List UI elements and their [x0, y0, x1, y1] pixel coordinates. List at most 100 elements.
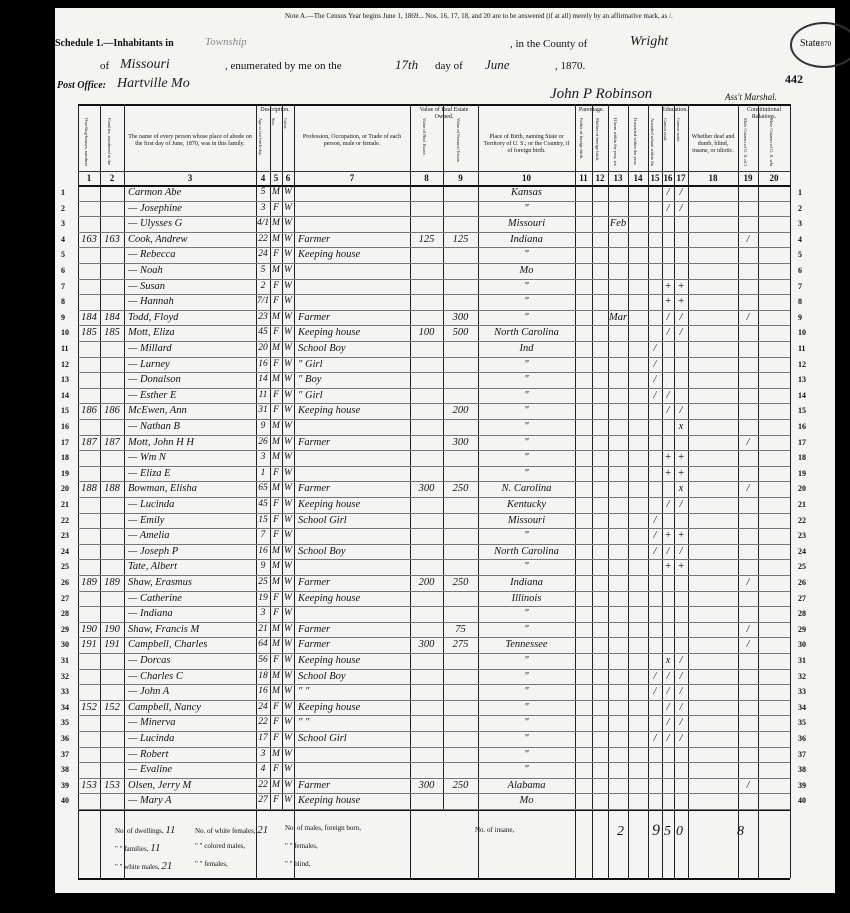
sex: M [272, 311, 280, 322]
row-number-right: 13 [798, 375, 806, 385]
row-number-right: 20 [798, 484, 806, 494]
color: W [284, 670, 292, 681]
person-name: — Mary A [128, 795, 172, 807]
column-divider [294, 104, 295, 878]
row-rule [78, 731, 790, 732]
attended-school: / [653, 530, 657, 542]
sex: M [272, 545, 280, 556]
row-number-right: 38 [798, 765, 806, 775]
header-rule [78, 171, 790, 172]
column-header-label: Mother of foreign birth. [595, 118, 600, 161]
column-divider [282, 104, 283, 809]
age: 17 [258, 733, 268, 743]
column-number: 5 [273, 173, 279, 183]
color: W [284, 265, 292, 275]
row-number: 3 [61, 219, 65, 229]
color: W [284, 717, 292, 728]
birthplace: Mo [519, 795, 534, 807]
post-office-label: Post Office: [57, 80, 106, 91]
cannot-read: + [664, 296, 672, 308]
row-number-right: 18 [798, 453, 806, 463]
column-number: 11 [579, 173, 588, 183]
attended-school: / [653, 389, 657, 401]
sex: F [273, 499, 279, 509]
post-office-field: Hartville Mo [117, 76, 190, 91]
column-divider [662, 104, 663, 878]
marshal-label: Ass't Marshal. [725, 92, 777, 102]
color: W [284, 561, 292, 572]
column-divider [688, 104, 689, 878]
sex: F [273, 202, 279, 213]
person-name: — John A [128, 686, 170, 698]
color: W [284, 748, 292, 759]
row-number-right: 26 [798, 578, 806, 587]
cannot-write: / [679, 686, 683, 698]
age: 7 [260, 530, 266, 541]
row-number: 2 [61, 203, 65, 213]
column-divider [478, 104, 479, 878]
birthplace: " [524, 280, 529, 292]
occupation: Keeping house [298, 701, 361, 713]
male-citizen: / [746, 436, 750, 448]
cannot-read: / [666, 389, 670, 401]
row-number-right: 25 [798, 562, 806, 572]
color: W [284, 452, 292, 463]
column-header-label: Cannot write. [676, 118, 681, 143]
colored-females-label: " " females, [195, 860, 228, 868]
cannot-read: / [666, 187, 670, 198]
sex: F [273, 389, 279, 400]
cannot-read: / [666, 717, 670, 729]
column-divider [628, 104, 629, 878]
footer-bottom-rule [78, 878, 790, 880]
row-number: 10 [61, 328, 69, 338]
personal-estate-value: 300 [452, 311, 469, 323]
cannot-write: / [679, 655, 683, 666]
row-rule [78, 200, 790, 202]
row-number: 27 [61, 593, 69, 603]
sex: F [273, 733, 279, 743]
occupation: " " [298, 686, 310, 698]
age: 25 [258, 577, 268, 587]
census-page: Note A.—The Census Year begins June 1, 1… [55, 8, 850, 893]
foreign-males-label: No. of males, foreign born, [285, 824, 362, 832]
column-divider [100, 104, 101, 878]
dwelling-number: 152 [81, 701, 97, 713]
sex: M [272, 421, 280, 431]
person-name: — Ulysses G [128, 218, 183, 230]
row-rule [78, 684, 790, 686]
cannot-write: / [679, 311, 683, 323]
page-number: 442 [785, 72, 803, 86]
table-top-rule [78, 104, 790, 106]
personal-estate-value: 125 [452, 233, 469, 245]
person-name: — Josephine [128, 202, 182, 214]
sex: F [273, 514, 279, 525]
age: 56 [258, 655, 268, 665]
total-col17: 0 [676, 824, 683, 839]
color: W [284, 327, 292, 338]
person-name: — Noah [128, 265, 163, 276]
cannot-write: / [679, 733, 683, 744]
row-rule [78, 403, 790, 405]
township-field: Township [205, 36, 247, 48]
sex: M [272, 265, 280, 275]
column-divider [575, 104, 576, 878]
row-rule [78, 294, 790, 296]
sex: M [272, 577, 280, 587]
dwelling-number: 186 [81, 405, 97, 417]
row-rule [78, 621, 790, 623]
color: W [284, 421, 292, 431]
total-col14: 2 [617, 824, 624, 839]
of-label: of [100, 60, 110, 72]
row-number-right: 9 [798, 312, 802, 322]
male-citizen: / [746, 311, 750, 323]
male-citizen: / [746, 623, 750, 635]
row-rule [78, 247, 790, 249]
row-number-right: 1 [798, 188, 802, 197]
row-rule [78, 216, 790, 218]
row-number: 11 [61, 344, 69, 353]
column-divider [592, 104, 593, 878]
color: W [284, 343, 292, 353]
sex: M [272, 779, 280, 790]
row-number: 1 [61, 188, 65, 197]
row-number: 5 [61, 250, 65, 260]
